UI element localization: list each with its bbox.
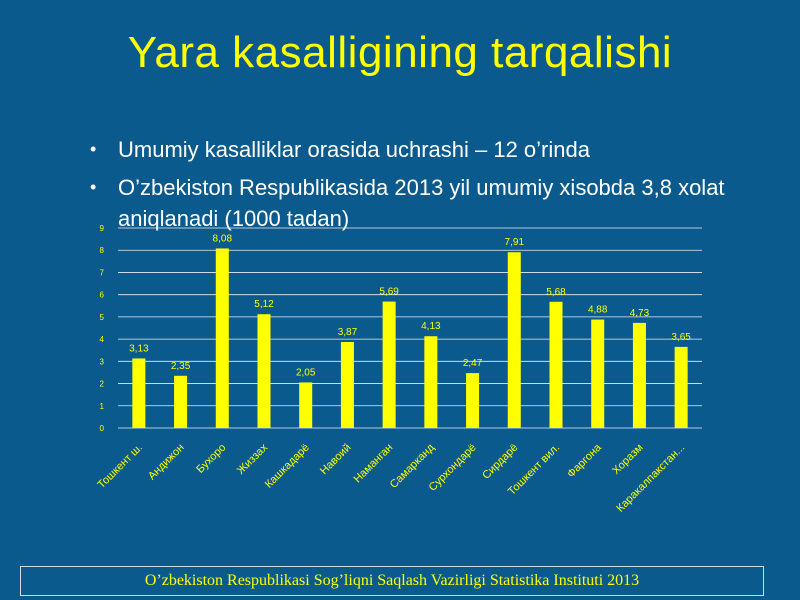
x-tick-label: Фаргона bbox=[565, 441, 604, 480]
bar-chart: 0 1 2 3 4 5 6 7 8 9 3,13 Тошкент ш. 2,35 Андижон 8,08 Б… bbox=[96, 224, 702, 515]
y-tick-label: 9 bbox=[100, 224, 105, 233]
bullet-icon: • bbox=[90, 177, 97, 197]
x-tick-label: Сирдарё bbox=[480, 442, 520, 482]
bar bbox=[215, 248, 229, 428]
data-label: 4,88 bbox=[588, 305, 608, 316]
data-label: 3,87 bbox=[338, 327, 358, 338]
bullet-text: Umumiy kasalliklar orasida uchrashi – 12… bbox=[118, 137, 590, 162]
x-tick-label: Кашкадарё bbox=[263, 442, 312, 491]
x-tick-label: Бухоро bbox=[194, 442, 228, 476]
x-tick-label: Хоразм bbox=[610, 442, 645, 477]
y-tick-label: 6 bbox=[100, 291, 105, 300]
bullet-text: O’zbekiston Respublikasida 2013 yil umum… bbox=[118, 175, 725, 231]
bullet-item: • Umumiy kasalliklar orasida uchrashi – 1… bbox=[88, 134, 768, 165]
bar bbox=[674, 346, 688, 428]
y-tick-label: 1 bbox=[100, 402, 105, 411]
y-tick-label: 5 bbox=[100, 313, 105, 322]
data-label: 4,73 bbox=[630, 308, 650, 319]
bar bbox=[299, 382, 313, 428]
bar bbox=[257, 314, 271, 428]
y-tick-label: 4 bbox=[100, 335, 105, 344]
data-label: 7,91 bbox=[505, 237, 525, 248]
x-tick-label: Тошкент ш. bbox=[96, 442, 145, 491]
bar bbox=[340, 342, 354, 428]
data-label: 4,13 bbox=[421, 321, 441, 332]
data-label: 8,08 bbox=[213, 233, 233, 244]
bar bbox=[591, 319, 605, 428]
y-tick-label: 2 bbox=[100, 380, 105, 389]
footer-source: O’zbekiston Respublikasi Sog’liqni Saqla… bbox=[20, 566, 764, 596]
bar bbox=[549, 301, 563, 428]
data-label: 2,47 bbox=[463, 358, 483, 369]
data-label: 3,65 bbox=[671, 332, 691, 343]
data-label: 5,69 bbox=[379, 287, 399, 298]
y-tick-label: 8 bbox=[100, 246, 105, 255]
y-tick-label: 7 bbox=[100, 268, 105, 277]
y-tick-label: 0 bbox=[100, 424, 105, 433]
bar bbox=[132, 358, 146, 428]
data-label: 5,12 bbox=[254, 299, 274, 310]
bullet-item: • O’zbekiston Respublikasida 2013 yil umu… bbox=[88, 172, 768, 234]
slide-title: Yara kasalligining tarqalishi bbox=[127, 28, 673, 77]
x-tick-label: Наманган bbox=[352, 442, 396, 486]
bullet-list: • Umumiy kasalliklar orasida uchrashi – 1… bbox=[88, 134, 768, 241]
bar bbox=[382, 301, 396, 428]
data-label: 2,05 bbox=[296, 367, 316, 378]
data-label: 5,68 bbox=[546, 287, 566, 298]
data-label: 3,13 bbox=[129, 343, 149, 354]
x-tick-label: Навоий bbox=[318, 442, 353, 477]
bar bbox=[424, 336, 438, 428]
x-tick-label: Андижон bbox=[146, 442, 187, 483]
bullet-icon: • bbox=[90, 139, 97, 159]
bar bbox=[466, 373, 480, 428]
y-tick-label: 3 bbox=[100, 357, 105, 366]
data-label: 2,35 bbox=[171, 361, 191, 372]
bar bbox=[174, 375, 188, 428]
bar bbox=[507, 252, 521, 428]
x-tick-label: Жиззах bbox=[235, 441, 271, 477]
bar bbox=[632, 322, 646, 428]
